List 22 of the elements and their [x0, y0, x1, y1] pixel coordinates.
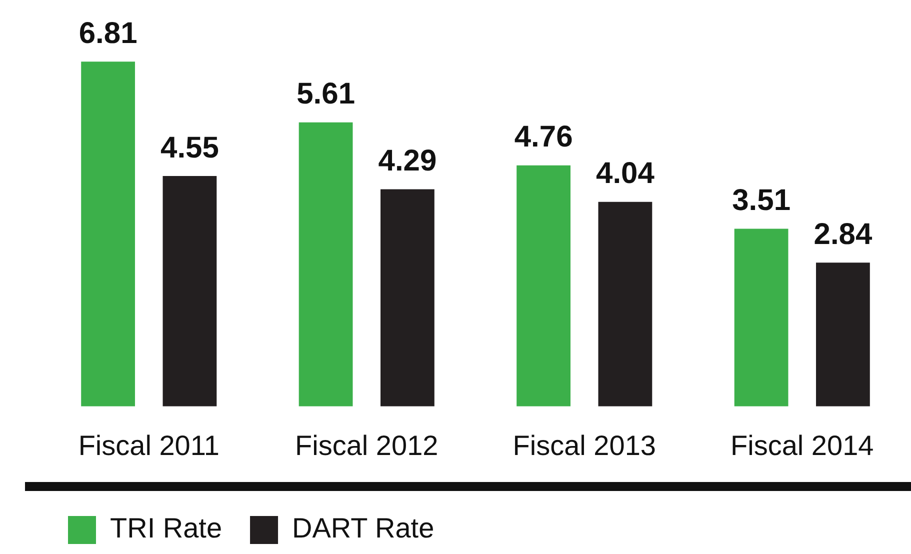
bar [298, 122, 353, 406]
x-tick-label: Fiscal 2011 [78, 430, 220, 461]
x-tick-label: Fiscal 2012 [295, 430, 438, 461]
bar [598, 202, 652, 406]
data-label: 3.51 [732, 184, 790, 217]
bar [816, 262, 870, 406]
bar [81, 62, 135, 406]
legend-label: DART Rate [292, 512, 434, 544]
data-label: 4.55 [160, 131, 219, 164]
bar [380, 189, 434, 406]
data-label: 5.61 [296, 78, 355, 111]
bar [734, 228, 788, 406]
data-label: 4.29 [378, 144, 437, 178]
data-label: 6.81 [78, 16, 138, 50]
data-label: 4.76 [514, 120, 573, 154]
data-label: 4.04 [596, 157, 655, 190]
bar [516, 165, 570, 406]
legend-label: TRI Rate [110, 512, 222, 544]
x-tick-label: Fiscal 2013 [512, 430, 656, 461]
data-label: 2.84 [814, 218, 872, 251]
x-tick-label: Fiscal 2014 [730, 430, 874, 461]
bar [162, 176, 217, 406]
